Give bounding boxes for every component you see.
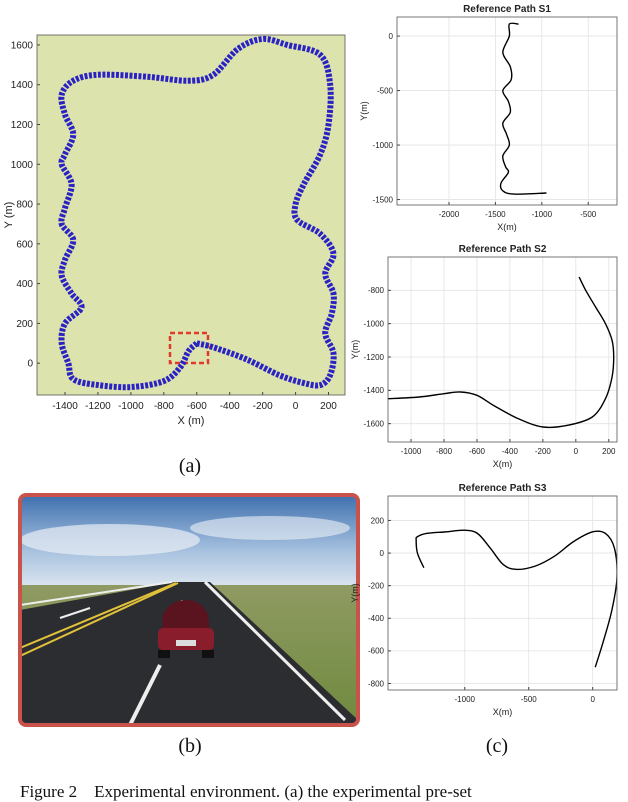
x-axis-label: X (m) [178, 415, 205, 427]
lane-line [20, 582, 177, 649]
y-tick-label: 200 [16, 319, 33, 330]
y-tick-label: 1400 [11, 80, 34, 91]
plot-frame [387, 495, 618, 691]
y-tick-label: 200 [371, 516, 385, 525]
plot-frame [396, 16, 618, 206]
x-tick-label: -400 [220, 401, 240, 412]
y-tick-label: -500 [377, 86, 394, 95]
x-tick-label: -800 [436, 447, 453, 456]
lane-line [203, 580, 347, 722]
cloud [190, 516, 350, 540]
lane-dash [128, 664, 162, 725]
x-tick-label: -1000 [401, 447, 422, 456]
x-tick-label: -1200 [85, 401, 111, 412]
panel-label: (b) [178, 735, 201, 757]
y-tick-label: 400 [16, 279, 33, 290]
panel-label: (a) [179, 455, 201, 477]
plate [176, 640, 196, 646]
y-tick-label: 800 [16, 200, 33, 211]
plot-frame [36, 34, 346, 396]
data-line [388, 276, 615, 429]
x-tick-label: -1000 [118, 401, 144, 412]
map-background [37, 35, 345, 395]
x-tick-label: -1500 [485, 210, 506, 219]
y-tick-label: 1200 [11, 120, 34, 131]
y-axis-label: Y(m) [350, 583, 360, 603]
simulation-image [20, 495, 358, 725]
x-tick-label: -200 [253, 401, 273, 412]
y-tick-label: -1400 [364, 386, 385, 395]
y-tick-label: 1600 [11, 40, 34, 51]
y-tick-label: -800 [368, 286, 385, 295]
x-axis-label: X(m) [493, 707, 513, 717]
x-tick-label: -1000 [532, 210, 553, 219]
y-tick-label: -1500 [373, 195, 394, 204]
y-axis-label: Y (m) [3, 202, 15, 229]
chart-title: Reference Path S3 [459, 483, 547, 494]
x-tick-label: 0 [293, 401, 299, 412]
panel-label: (c) [486, 735, 508, 757]
y-tick-label: -1000 [373, 141, 394, 150]
lane-line [20, 582, 179, 657]
x-tick-label: 200 [602, 447, 616, 456]
x-tick-label: -400 [502, 447, 519, 456]
x-tick-label: -500 [521, 695, 538, 704]
data-line [415, 529, 617, 668]
y-tick-label: -800 [368, 679, 385, 688]
chart-title: Reference Path S1 [463, 4, 551, 15]
x-tick-label: 0 [574, 447, 579, 456]
x-tick-label: -800 [154, 401, 174, 412]
y-tick-label: 0 [389, 32, 394, 41]
lane-dash [59, 607, 91, 619]
y-tick-label: -1600 [364, 419, 385, 428]
x-tick-label: -200 [535, 447, 552, 456]
x-tick-label: -2000 [439, 210, 460, 219]
x-tick-label: 200 [320, 401, 337, 412]
x-tick-label: -600 [187, 401, 207, 412]
highlight-box [168, 331, 210, 365]
data-line [499, 22, 547, 195]
x-tick-label: -600 [469, 447, 486, 456]
x-axis-label: X(m) [497, 222, 517, 232]
x-tick-label: -500 [580, 210, 597, 219]
y-tick-label: -1200 [364, 353, 385, 362]
image-border [18, 493, 360, 727]
y-tick-label: -400 [368, 614, 385, 623]
data-line [58, 35, 337, 391]
y-tick-label: 0 [27, 359, 33, 370]
lane-line [20, 581, 173, 606]
plot-frame [387, 256, 618, 443]
y-tick-label: -600 [368, 647, 385, 656]
y-tick-label: 0 [380, 549, 385, 558]
wheel [158, 650, 170, 658]
car-body [158, 628, 214, 650]
caption: Figure 2 Experimental environment. (a) t… [20, 782, 472, 801]
chart-title: Reference Path S2 [459, 244, 547, 255]
y-axis-label: Y(m) [359, 101, 369, 121]
x-tick-label: -1000 [455, 695, 476, 704]
y-axis-label: Y(m) [350, 340, 360, 360]
wheel [202, 650, 214, 658]
x-tick-label: 0 [590, 695, 595, 704]
y-tick-label: 600 [16, 239, 33, 250]
y-tick-label: 1000 [11, 160, 34, 171]
y-tick-label: -200 [368, 581, 385, 590]
x-tick-label: -1400 [52, 401, 78, 412]
x-axis-label: X(m) [493, 459, 513, 469]
cloud [20, 524, 200, 556]
y-tick-label: -1000 [364, 319, 385, 328]
